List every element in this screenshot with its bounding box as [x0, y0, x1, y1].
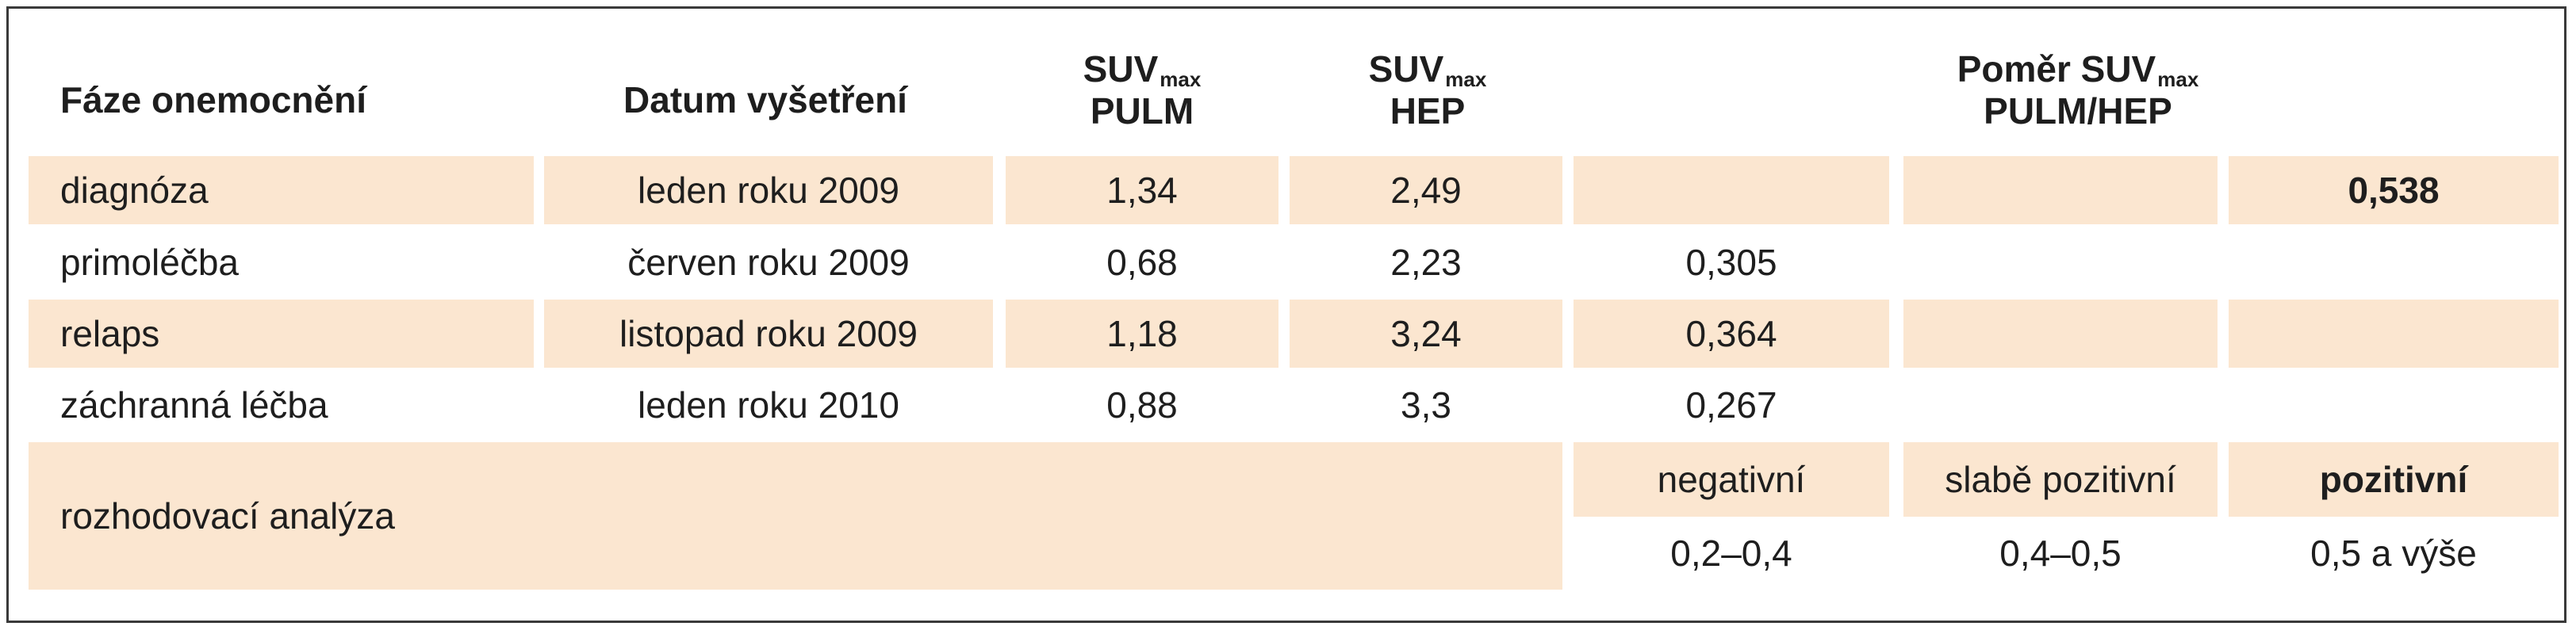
row-4-phase-text: záchranná léčba — [60, 384, 328, 426]
row-2-date-text: červen roku 2009 — [627, 242, 910, 283]
row-4-hep-text: 3,3 — [1401, 384, 1451, 426]
decision-positive-range: 0,5 a výše — [2229, 517, 2559, 590]
decision-negative-range: 0,2–0,4 — [1574, 517, 1889, 590]
decision-label-text: rozhodovací analýza — [60, 495, 395, 537]
table-row-1-ratio-weak — [1903, 156, 2218, 224]
header-phase-text: Fáze onemocnění — [60, 79, 366, 120]
table-row-1-date: leden roku 2009 — [544, 156, 993, 224]
header-ratio-main: Poměr SUV — [1957, 48, 2156, 90]
decision-weak-label: slabě pozitivní — [1903, 442, 2218, 517]
header-suv-pulm-main: SUV — [1083, 48, 1159, 90]
row-1-phase-text: diagnóza — [60, 170, 209, 211]
table-row-3-pulm: 1,18 — [1006, 300, 1278, 368]
header-suv-hep-line2: HEP — [1390, 90, 1466, 132]
header-ratio-line2: PULM/HEP — [1984, 90, 2172, 132]
table-row-3-ratio-pos — [2229, 300, 2559, 368]
row-4-pulm-text: 0,88 — [1106, 384, 1178, 426]
header-phase: Fáze onemocnění — [29, 51, 520, 149]
row-1-pulm-text: 1,34 — [1106, 170, 1178, 211]
row-3-phase-text: relaps — [60, 313, 160, 354]
table-row-4-ratio-weak — [1903, 371, 2218, 439]
decision-negative-range-text: 0,2–0,4 — [1670, 533, 1792, 574]
header-ratio: Poměr SUVmax PULM/HEP — [1903, 32, 2252, 149]
table-row-4-hep: 3,3 — [1290, 371, 1562, 439]
header-suv-hep-main: SUV — [1368, 48, 1444, 90]
decision-weak-range-text: 0,4–0,5 — [1999, 533, 2122, 574]
table-row-3-ratio-weak — [1903, 300, 2218, 368]
decision-analysis-label: rozhodovací analýza — [29, 442, 1562, 590]
header-suv-pulm: SUVmax PULM — [1007, 32, 1277, 149]
table-row-4-ratio-neg: 0,267 — [1574, 371, 1889, 439]
header-date-text: Datum vyšetření — [623, 79, 907, 120]
row-2-pulm-text: 0,68 — [1106, 242, 1178, 283]
header-suv-pulm-sub: max — [1160, 67, 1202, 92]
table-row-3-phase: relaps — [29, 300, 534, 368]
table-row-4-ratio-pos — [2229, 371, 2559, 439]
row-3-date-text: listopad roku 2009 — [619, 313, 918, 354]
table-row-1-ratio-neg — [1574, 156, 1889, 224]
row-4-ratio-neg-text: 0,267 — [1685, 384, 1777, 426]
table-row-4-date: leden roku 2010 — [544, 371, 993, 439]
row-4-date-text: leden roku 2010 — [638, 384, 899, 426]
table-row-4-pulm: 0,88 — [1006, 371, 1278, 439]
decision-positive-label: pozitivní — [2229, 442, 2559, 517]
row-2-hep-text: 2,23 — [1390, 242, 1462, 283]
row-1-ratio-pos-text: 0,538 — [2348, 170, 2440, 211]
table-row-1-ratio-pos: 0,538 — [2229, 156, 2559, 224]
table-row-2-phase: primoléčba — [29, 228, 534, 296]
table-row-2-hep: 2,23 — [1290, 228, 1562, 296]
row-3-ratio-neg-text: 0,364 — [1685, 313, 1777, 354]
row-2-phase-text: primoléčba — [60, 242, 239, 283]
header-suv-hep-sub: max — [1445, 67, 1487, 92]
row-3-hep-text: 3,24 — [1390, 313, 1462, 354]
table-row-1-pulm: 1,34 — [1006, 156, 1278, 224]
table-row-3-date: listopad roku 2009 — [544, 300, 993, 368]
table-row-3-hep: 3,24 — [1290, 300, 1562, 368]
header-suv-hep: SUVmax HEP — [1293, 32, 1562, 149]
header-suv-pulm-line2: PULM — [1090, 90, 1194, 132]
row-1-hep-text: 2,49 — [1390, 170, 1462, 211]
decision-positive-label-text: pozitivní — [2319, 459, 2468, 500]
table-row-2-ratio-weak — [1903, 228, 2218, 296]
row-3-pulm-text: 1,18 — [1106, 313, 1178, 354]
table-row-2-date: červen roku 2009 — [544, 228, 993, 296]
table-row-1-phase: diagnóza — [29, 156, 534, 224]
table-row-3-ratio-neg: 0,364 — [1574, 300, 1889, 368]
table-row-2-ratio-neg: 0,305 — [1574, 228, 1889, 296]
decision-negative-label-text: negativní — [1657, 459, 1806, 500]
table-row-2-ratio-pos — [2229, 228, 2559, 296]
decision-negative-label: negativní — [1574, 442, 1889, 517]
decision-weak-label-text: slabě pozitivní — [1945, 459, 2176, 500]
row-2-ratio-neg-text: 0,305 — [1685, 242, 1777, 283]
table-row-2-pulm: 0,68 — [1006, 228, 1278, 296]
decision-weak-range: 0,4–0,5 — [1903, 517, 2218, 590]
table-row-1-hep: 2,49 — [1290, 156, 1562, 224]
table-row-4-phase: záchranná léčba — [29, 371, 534, 439]
decision-positive-range-text: 0,5 a výše — [2310, 533, 2477, 574]
row-1-date-text: leden roku 2009 — [638, 170, 899, 211]
header-ratio-sub: max — [2157, 67, 2199, 92]
header-date: Datum vyšetření — [535, 51, 995, 149]
